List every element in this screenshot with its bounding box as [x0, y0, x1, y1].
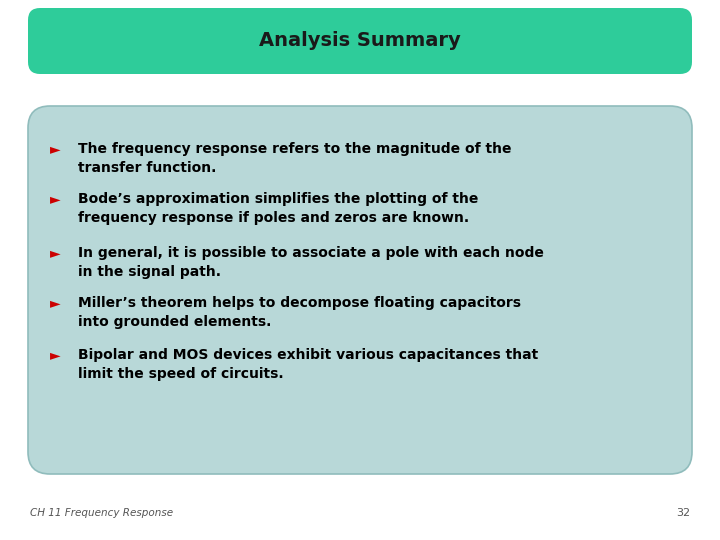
Text: Bode’s approximation simplifies the plotting of the: Bode’s approximation simplifies the plot…	[78, 192, 478, 206]
Text: The frequency response refers to the magnitude of the: The frequency response refers to the mag…	[78, 142, 511, 156]
Text: transfer function.: transfer function.	[78, 161, 217, 175]
Text: Analysis Summary: Analysis Summary	[259, 31, 461, 51]
Text: Bipolar and MOS devices exhibit various capacitances that: Bipolar and MOS devices exhibit various …	[78, 348, 539, 362]
Text: limit the speed of circuits.: limit the speed of circuits.	[78, 367, 284, 381]
Text: ►: ►	[50, 246, 60, 260]
Text: in the signal path.: in the signal path.	[78, 265, 221, 279]
Text: 32: 32	[676, 508, 690, 518]
Text: frequency response if poles and zeros are known.: frequency response if poles and zeros ar…	[78, 211, 469, 225]
Text: into grounded elements.: into grounded elements.	[78, 315, 271, 329]
Text: In general, it is possible to associate a pole with each node: In general, it is possible to associate …	[78, 246, 544, 260]
FancyBboxPatch shape	[28, 106, 692, 474]
Text: CH 11 Frequency Response: CH 11 Frequency Response	[30, 508, 173, 518]
Text: ►: ►	[50, 296, 60, 310]
Text: Miller’s theorem helps to decompose floating capacitors: Miller’s theorem helps to decompose floa…	[78, 296, 521, 310]
Text: ►: ►	[50, 142, 60, 156]
FancyBboxPatch shape	[28, 8, 692, 74]
Text: ►: ►	[50, 348, 60, 362]
Text: ►: ►	[50, 192, 60, 206]
